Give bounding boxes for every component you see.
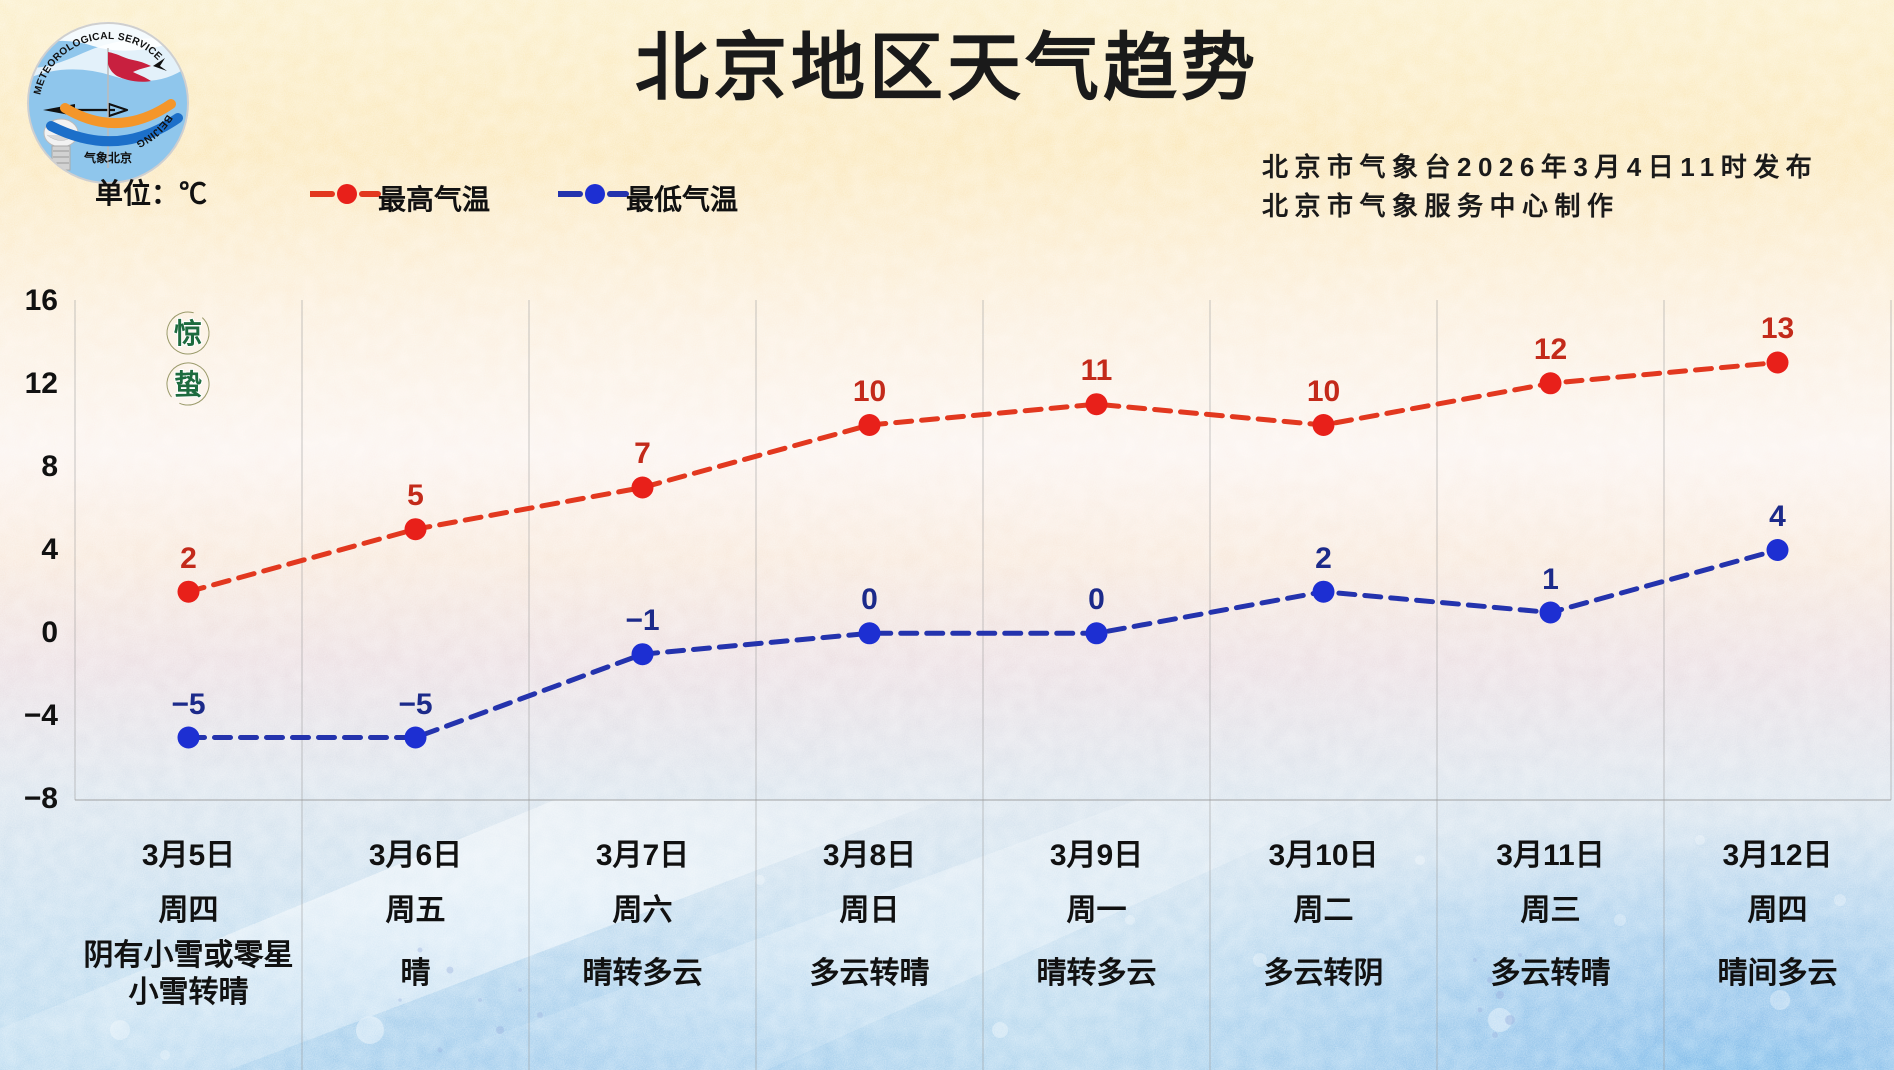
svg-text:惊: 惊 bbox=[174, 318, 202, 349]
svg-text:8: 8 bbox=[41, 450, 58, 483]
svg-text:−1: −1 bbox=[625, 604, 659, 637]
svg-text:3月10日: 3月10日 bbox=[1268, 839, 1378, 872]
svg-text:10: 10 bbox=[1307, 375, 1340, 408]
svg-text:多云转晴: 多云转晴 bbox=[810, 957, 930, 990]
svg-text:3月7日: 3月7日 bbox=[596, 839, 689, 872]
svg-text:0: 0 bbox=[41, 616, 58, 649]
svg-text:周四: 周四 bbox=[159, 894, 219, 927]
svg-text:周三: 周三 bbox=[1521, 894, 1581, 927]
svg-text:多云转阴: 多云转阴 bbox=[1264, 957, 1384, 990]
svg-text:4: 4 bbox=[41, 533, 58, 566]
svg-text:周一: 周一 bbox=[1067, 894, 1127, 927]
svg-text:周五: 周五 bbox=[386, 894, 446, 927]
svg-text:周二: 周二 bbox=[1294, 894, 1354, 927]
svg-text:10: 10 bbox=[853, 375, 886, 408]
svg-text:3月12日: 3月12日 bbox=[1722, 839, 1832, 872]
svg-text:3月6日: 3月6日 bbox=[369, 839, 462, 872]
svg-text:3月11日: 3月11日 bbox=[1496, 839, 1604, 872]
svg-text:周四: 周四 bbox=[1748, 894, 1808, 927]
svg-text:−5: −5 bbox=[171, 688, 205, 721]
svg-text:晴转多云: 晴转多云 bbox=[583, 957, 703, 990]
svg-text:0: 0 bbox=[1088, 583, 1105, 616]
svg-text:多云转晴: 多云转晴 bbox=[1491, 957, 1611, 990]
svg-text:−8: −8 bbox=[24, 782, 58, 815]
svg-text:−4: −4 bbox=[24, 699, 59, 732]
svg-text:12: 12 bbox=[1534, 333, 1567, 366]
svg-text:11: 11 bbox=[1081, 354, 1113, 387]
svg-text:13: 13 bbox=[1761, 312, 1794, 345]
svg-text:4: 4 bbox=[1769, 500, 1786, 533]
svg-text:周日: 周日 bbox=[840, 894, 900, 927]
svg-text:周六: 周六 bbox=[613, 894, 673, 927]
svg-text:3月5日: 3月5日 bbox=[142, 839, 235, 872]
svg-text:12: 12 bbox=[25, 367, 58, 400]
svg-text:1: 1 bbox=[1542, 563, 1559, 596]
svg-text:3月8日: 3月8日 bbox=[823, 839, 916, 872]
svg-text:晴: 晴 bbox=[401, 957, 431, 990]
svg-text:阴有小雪或零星: 阴有小雪或零星 bbox=[84, 939, 294, 972]
svg-text:−5: −5 bbox=[398, 688, 432, 721]
svg-text:2: 2 bbox=[1315, 542, 1332, 575]
svg-text:16: 16 bbox=[25, 284, 58, 317]
svg-text:5: 5 bbox=[407, 479, 424, 512]
svg-text:2: 2 bbox=[180, 542, 197, 575]
svg-text:0: 0 bbox=[861, 583, 878, 616]
svg-text:3月9日: 3月9日 bbox=[1050, 839, 1143, 872]
svg-text:小雪转晴: 小雪转晴 bbox=[129, 976, 249, 1009]
svg-text:晴转多云: 晴转多云 bbox=[1037, 957, 1157, 990]
svg-text:7: 7 bbox=[634, 437, 651, 470]
svg-text:晴间多云: 晴间多云 bbox=[1718, 957, 1838, 990]
svg-text:蛰: 蛰 bbox=[174, 369, 202, 400]
